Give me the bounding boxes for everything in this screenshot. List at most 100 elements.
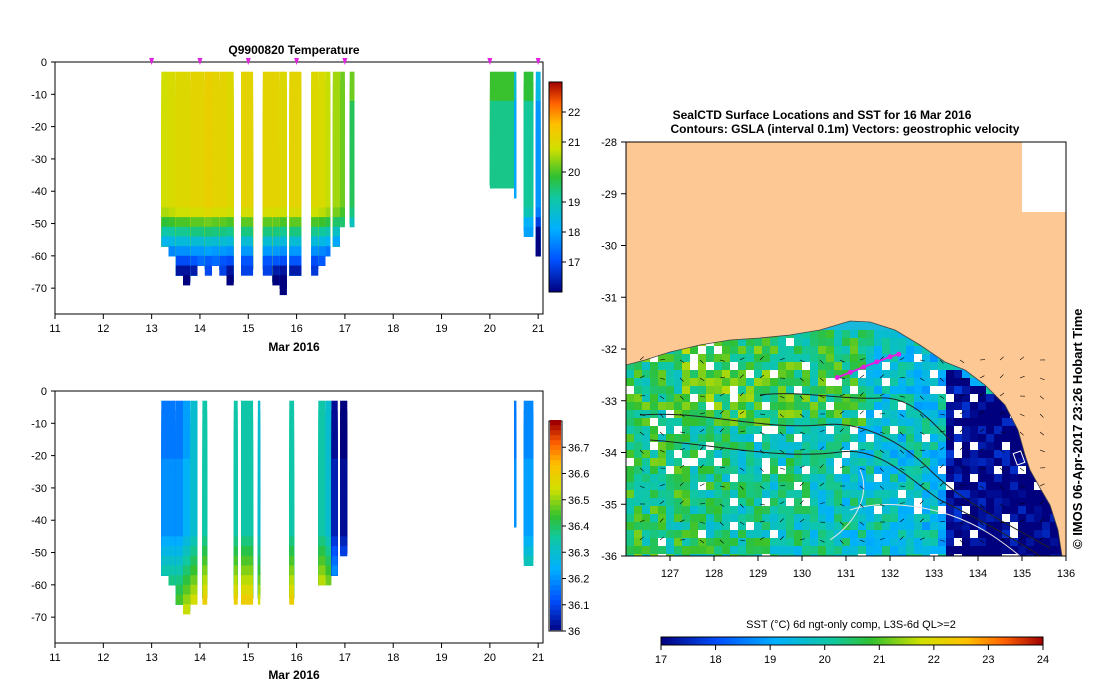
sst-cell (1002, 474, 1011, 483)
sst-cell (714, 450, 723, 459)
sst-cell (938, 506, 947, 515)
sst-cell (770, 426, 779, 435)
sst-cell (706, 370, 715, 379)
sst-cell (818, 394, 827, 403)
sst-cell (714, 514, 723, 523)
velocity-vector (1019, 503, 1026, 505)
sst-cell (1034, 514, 1043, 523)
sst-cell (826, 530, 835, 539)
sst-cell (770, 514, 779, 523)
sst-cell (786, 402, 795, 411)
sst-cell (626, 442, 635, 451)
sst-cell (778, 378, 787, 387)
sst-cell (706, 410, 715, 419)
sst-cell (970, 514, 979, 523)
sst-cell (818, 426, 827, 435)
sst-cell (946, 474, 955, 483)
sst-cell (946, 394, 955, 403)
sst-cell (850, 466, 859, 475)
sst-cell (626, 474, 635, 483)
sst-cell (994, 546, 1003, 555)
sst-cell (754, 394, 763, 403)
sst-cell (802, 538, 811, 547)
sst-cell (898, 338, 907, 347)
velocity-vector (799, 359, 805, 363)
seal-locations (834, 351, 902, 380)
sst-cell (938, 530, 947, 539)
sst-cell (730, 442, 739, 451)
profile-cell (226, 275, 234, 286)
sst-cell (754, 378, 763, 387)
sst-cell (698, 506, 707, 515)
sst-cell (1026, 490, 1035, 499)
sst-cell (826, 506, 835, 515)
sst-cell (994, 450, 1003, 459)
velocity-vector (919, 377, 925, 381)
sst-cell (778, 482, 787, 491)
sst-cell (922, 546, 931, 555)
sst-cell (954, 386, 963, 395)
sst-cell (946, 538, 955, 547)
velocity-vector (659, 449, 665, 453)
sst-cell (874, 506, 883, 515)
sst-cell (626, 378, 635, 387)
sst-cell (914, 346, 923, 355)
sst-cell (970, 402, 979, 411)
sst-cell (770, 418, 779, 427)
sst-cell (738, 394, 747, 403)
colorbar-step (550, 465, 561, 471)
velocity-vector (919, 500, 924, 505)
x-tick-label: 12 (97, 652, 109, 664)
sst-cell (658, 402, 667, 411)
sst-cell (698, 538, 707, 547)
sst-cell (850, 410, 859, 419)
colorbar-tick-label: 17 (568, 257, 580, 269)
sst-cell (722, 434, 731, 443)
sst-cell (826, 418, 835, 427)
sst-cell (802, 394, 811, 403)
sst-cell (866, 546, 875, 555)
sst-cell (890, 346, 899, 355)
sst-cell (634, 530, 643, 539)
sst-cell (1010, 530, 1019, 539)
profile-cell (183, 265, 191, 283)
sst-cell (682, 418, 691, 427)
x-tick-label: 11 (49, 652, 60, 664)
sst-cell (1010, 482, 1019, 491)
colorbar-step (550, 560, 561, 566)
sst-cell (1010, 458, 1019, 467)
y-tick-label: -20 (31, 122, 47, 134)
sst-cell (642, 458, 651, 467)
sst-cell (922, 466, 931, 475)
x-tick-label: 19 (435, 652, 447, 664)
sst-cell (962, 530, 971, 539)
sst-cell (666, 458, 675, 467)
sst-cell (746, 410, 755, 419)
velocity-vector (879, 537, 885, 541)
profile-cell (161, 565, 169, 576)
sst-cell (794, 330, 803, 339)
sst-cell (962, 434, 971, 443)
colorbar-step (550, 600, 561, 606)
sst-cell (826, 538, 835, 547)
sst-cell (834, 434, 843, 443)
sst-cell (890, 530, 899, 539)
velocity-vector (699, 395, 705, 398)
sst-cell (1010, 442, 1019, 451)
sst-cell (810, 330, 819, 339)
sst-cell (994, 498, 1003, 507)
sst-cell (882, 498, 891, 507)
sst-cell (906, 426, 915, 435)
sst-cell (714, 554, 723, 556)
sst-cell (626, 506, 635, 515)
velocity-vector (1019, 467, 1025, 472)
sst-cell (898, 522, 907, 531)
velocity-vector (839, 465, 845, 469)
sst-cell (698, 394, 707, 403)
sst-cell (674, 554, 683, 556)
sst-cell (786, 490, 795, 499)
sst-cell (658, 506, 667, 515)
sst-cell (818, 514, 827, 523)
sst-cell (978, 482, 987, 491)
sst-cell (930, 418, 939, 427)
